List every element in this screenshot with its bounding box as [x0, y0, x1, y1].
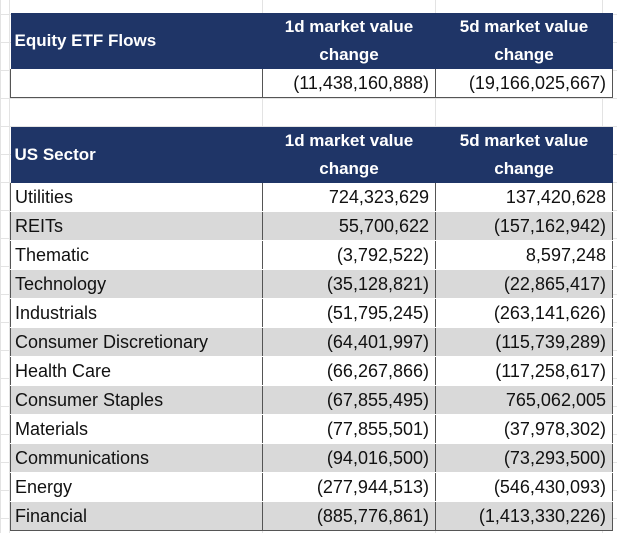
- etf-flows-total-1d: (11,438,160,888): [262, 69, 436, 98]
- sector-name: Health Care: [10, 356, 263, 386]
- etf-flows-1d-header-line2: change: [319, 45, 379, 64]
- sheet-column-line: [9, 0, 10, 533]
- table-row: Energy (277,944,513) (546,430,093): [10, 472, 613, 502]
- sector-1d-value: (35,128,821): [262, 269, 436, 299]
- table-row: Consumer Discretionary (64,401,997) (115…: [10, 327, 613, 357]
- sector-1d-value: (64,401,997): [262, 327, 436, 357]
- us-sector-5d-header-line1: 5d market value: [459, 131, 589, 150]
- us-sector-5d-header-line2: change: [494, 159, 554, 178]
- sector-5d-value: (157,162,942): [435, 211, 613, 241]
- etf-flows-total-row: (11,438,160,888) (19,166,025,667): [10, 69, 613, 98]
- table-row: Industrials (51,795,245) (263,141,626): [10, 298, 613, 328]
- sector-1d-value: (66,267,866): [262, 356, 436, 386]
- sector-name: Utilities: [10, 183, 263, 212]
- sector-name: Materials: [10, 414, 263, 444]
- table-row: Consumer Staples (67,855,495) 765,062,00…: [10, 385, 613, 415]
- sector-1d-value: 55,700,622: [262, 211, 436, 241]
- sector-1d-value: (885,776,861): [262, 501, 436, 531]
- sector-1d-value: (77,855,501): [262, 414, 436, 444]
- equity-etf-flows-table: Equity ETF Flows 1d market value change …: [10, 13, 613, 98]
- table-row: Health Care (66,267,866) (117,258,617): [10, 356, 613, 386]
- sector-name: Technology: [10, 269, 263, 299]
- etf-flows-1d-header-line1: 1d market value: [284, 17, 414, 36]
- etf-flows-1d-header: 1d market value change: [262, 13, 436, 69]
- sector-5d-value: (37,978,302): [435, 414, 613, 444]
- table-row: Materials (77,855,501) (37,978,302): [10, 414, 613, 444]
- sector-5d-value: (73,293,500): [435, 443, 613, 473]
- us-sector-title: US Sector: [10, 127, 263, 183]
- sector-5d-value: 8,597,248: [435, 240, 613, 270]
- etf-flows-title: Equity ETF Flows: [10, 13, 263, 69]
- table-row: Financial (885,776,861) (1,413,330,226): [10, 501, 613, 531]
- sector-name: Industrials: [10, 298, 263, 328]
- etf-flows-total-5d: (19,166,025,667): [435, 69, 613, 98]
- table-row: Technology (35,128,821) (22,865,417): [10, 269, 613, 299]
- sector-name: REITs: [10, 211, 263, 241]
- sector-5d-value: (1,413,330,226): [435, 501, 613, 531]
- sector-1d-value: (51,795,245): [262, 298, 436, 328]
- sector-1d-value: (3,792,522): [262, 240, 436, 270]
- sector-name: Communications: [10, 443, 263, 473]
- sector-name: Thematic: [10, 240, 263, 270]
- sector-name: Energy: [10, 472, 263, 502]
- sector-5d-value: (22,865,417): [435, 269, 613, 299]
- sector-name: Consumer Discretionary: [10, 327, 263, 357]
- us-sector-header-row: US Sector 1d market value change 5d mark…: [10, 127, 613, 183]
- sector-5d-value: (263,141,626): [435, 298, 613, 328]
- sector-1d-value: (94,016,500): [262, 443, 436, 473]
- us-sector-1d-header-line1: 1d market value: [284, 131, 414, 150]
- etf-flows-5d-header-line1: 5d market value: [459, 17, 589, 36]
- table-row: Utilities 724,323,629 137,420,628: [10, 183, 613, 212]
- sector-5d-value: (115,739,289): [435, 327, 613, 357]
- etf-flows-5d-header-line2: change: [494, 45, 554, 64]
- sector-5d-value: 765,062,005: [435, 385, 613, 415]
- sector-name: Consumer Staples: [10, 385, 263, 415]
- sector-1d-value: (67,855,495): [262, 385, 436, 415]
- us-sector-5d-header: 5d market value change: [435, 127, 613, 183]
- sector-name: Financial: [10, 501, 263, 531]
- sector-5d-value: (117,258,617): [435, 356, 613, 386]
- sector-5d-value: (546,430,093): [435, 472, 613, 502]
- etf-flows-5d-header: 5d market value change: [435, 13, 613, 69]
- us-sector-1d-header-line2: change: [319, 159, 379, 178]
- us-sector-table: US Sector 1d market value change 5d mark…: [10, 127, 613, 531]
- etf-flows-total-label: [10, 69, 263, 98]
- sector-5d-value: 137,420,628: [435, 183, 613, 212]
- table-row: Communications (94,016,500) (73,293,500): [10, 443, 613, 473]
- table-row: Thematic (3,792,522) 8,597,248: [10, 240, 613, 270]
- etf-flows-header-row: Equity ETF Flows 1d market value change …: [10, 13, 613, 69]
- table-row: REITs 55,700,622 (157,162,942): [10, 211, 613, 241]
- sector-1d-value: (277,944,513): [262, 472, 436, 502]
- sector-1d-value: 724,323,629: [262, 183, 436, 212]
- us-sector-1d-header: 1d market value change: [262, 127, 436, 183]
